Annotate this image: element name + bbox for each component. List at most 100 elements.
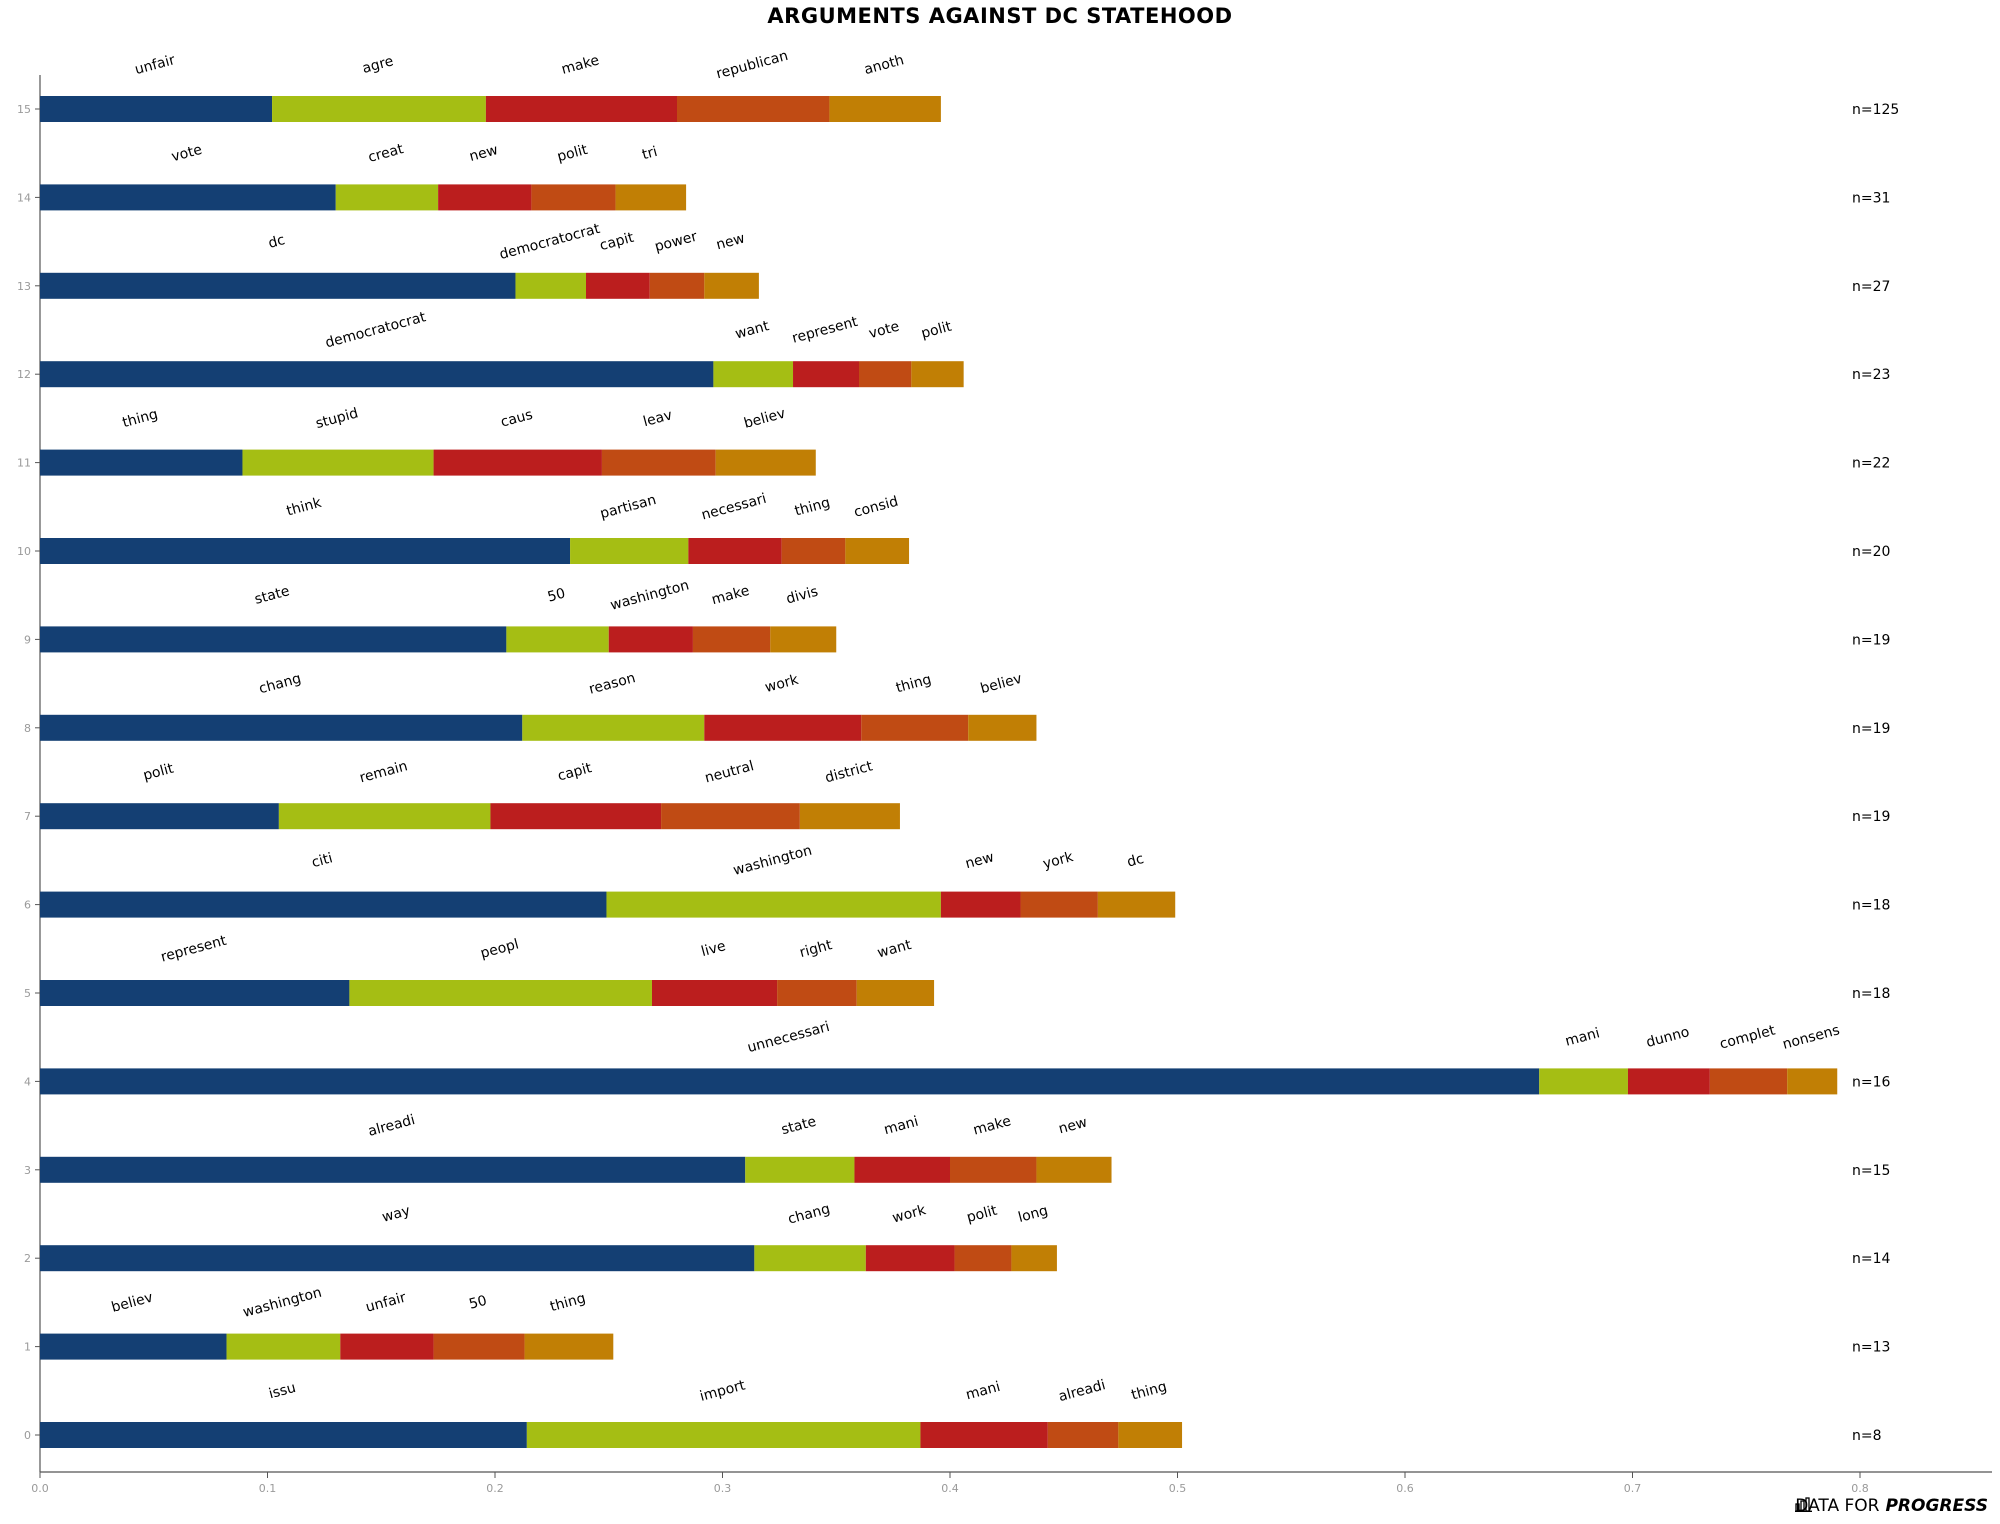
x-tick-label: 0.3 xyxy=(714,1482,732,1495)
segment-word-label: alreadi xyxy=(366,1112,416,1140)
bar-segment xyxy=(506,626,609,653)
bar-segment xyxy=(1787,1068,1838,1095)
segment-word-label: think xyxy=(285,495,324,520)
bar-segment xyxy=(524,1333,614,1360)
segment-word-label: tri xyxy=(640,144,659,163)
bar-segment xyxy=(1539,1068,1628,1095)
segment-word-label: chang xyxy=(786,1201,832,1228)
bar-segment xyxy=(793,361,859,388)
bar-segment xyxy=(40,361,714,388)
segment-word-label: remain xyxy=(358,758,410,786)
segment-word-label: work xyxy=(891,1202,929,1226)
y-tick-label: 6 xyxy=(24,899,31,912)
bar-segment xyxy=(515,272,586,299)
segment-word-label: alreadi xyxy=(1057,1377,1107,1405)
bar-segment xyxy=(754,1245,866,1272)
bar-segment xyxy=(940,891,1021,918)
segment-word-label: consid xyxy=(852,494,900,521)
bar-segment xyxy=(349,980,652,1006)
bar-segment xyxy=(485,96,677,122)
bar-segment xyxy=(242,449,434,476)
bar-segment xyxy=(606,891,941,918)
y-tick-label: 3 xyxy=(24,1164,31,1177)
segment-word-label: want xyxy=(876,937,914,961)
segment-word-label: anoth xyxy=(863,52,906,78)
bar-segment xyxy=(688,538,782,564)
bar-segment xyxy=(40,538,571,564)
segment-word-label: believ xyxy=(742,406,787,432)
x-tick-label: 0.4 xyxy=(941,1482,959,1495)
sample-size-label: n=14 xyxy=(1852,1251,1891,1267)
segment-word-label: thing xyxy=(121,406,160,431)
segment-word-label: york xyxy=(1041,849,1076,873)
segment-word-label: 50 xyxy=(546,586,567,606)
bar-segment xyxy=(1097,891,1176,918)
bar-segment xyxy=(781,538,846,564)
segment-word-label: capit xyxy=(556,760,594,785)
segment-word-label: stupid xyxy=(314,405,360,432)
segment-word-label: power xyxy=(653,229,699,256)
segment-word-label: dunno xyxy=(1645,1024,1692,1051)
y-tick-label: 5 xyxy=(24,987,31,1000)
y-tick-label: 1 xyxy=(24,1341,31,1354)
bar-segment xyxy=(615,184,687,211)
bar-segment xyxy=(40,980,350,1006)
bar-segment xyxy=(845,538,910,564)
segment-word-label: dc xyxy=(267,232,287,252)
segment-word-label: make xyxy=(972,1113,1013,1138)
segment-word-label: polit xyxy=(556,142,590,166)
bar-segment xyxy=(438,184,532,211)
segment-word-label: caus xyxy=(499,407,534,431)
segment-word-label: unfair xyxy=(364,1290,408,1316)
bar-segment xyxy=(954,1245,1012,1272)
bar-segment xyxy=(40,626,507,653)
sample-size-label: n=20 xyxy=(1852,544,1890,560)
bar-segment xyxy=(777,980,857,1006)
brand-name: PROGRESS xyxy=(1885,1496,1988,1516)
bar-segment xyxy=(715,449,816,476)
bar-segment xyxy=(570,538,689,564)
bar-segment xyxy=(911,361,964,388)
y-tick-label: 9 xyxy=(24,633,31,646)
bar-chart-icon xyxy=(1795,1497,1813,1512)
bar-segment xyxy=(799,803,900,830)
segment-word-label: mani xyxy=(964,1379,1002,1404)
sample-size-label: n=31 xyxy=(1852,190,1890,206)
segment-word-label: dc xyxy=(1125,851,1145,871)
bar-segment xyxy=(40,1422,527,1448)
segment-word-label: necessari xyxy=(700,491,768,524)
x-tick-label: 0.5 xyxy=(1169,1482,1187,1495)
bar-segment xyxy=(649,272,705,299)
bar-segment xyxy=(40,449,243,476)
bar-segment xyxy=(745,1156,855,1183)
bar-segment xyxy=(608,626,693,653)
segment-word-label: import xyxy=(698,1377,747,1405)
bar-segment xyxy=(651,980,778,1006)
x-tick-label: 0.1 xyxy=(259,1482,277,1495)
bar-segment xyxy=(856,980,935,1006)
y-tick-label: 15 xyxy=(17,103,31,116)
segment-word-label: right xyxy=(798,937,834,961)
segment-word-label: district xyxy=(823,758,874,786)
bar-segment xyxy=(531,184,616,211)
bar-segment xyxy=(861,714,969,741)
bar-segment xyxy=(1036,1156,1112,1183)
segment-word-label: want xyxy=(733,318,771,342)
segment-word-label: divis xyxy=(785,584,820,608)
bar-segment xyxy=(859,361,912,388)
x-tick-label: 0.0 xyxy=(31,1482,49,1495)
y-tick-label: 11 xyxy=(17,457,31,470)
segment-word-label: represent xyxy=(790,314,860,347)
bar-segment xyxy=(340,1333,434,1360)
segment-word-label: democratocrat xyxy=(498,221,602,263)
segment-word-label: polit xyxy=(965,1203,999,1227)
segment-word-label: partisan xyxy=(598,492,658,522)
segment-word-label: washington xyxy=(732,843,814,879)
brand-prefix: DATA FOR xyxy=(1795,1496,1880,1516)
bar-segment xyxy=(526,1422,921,1448)
bar-segment xyxy=(1627,1068,1710,1095)
segment-word-label: unnecessari xyxy=(746,1019,832,1056)
y-tick-label: 10 xyxy=(17,545,31,558)
bar-segment xyxy=(601,449,716,476)
